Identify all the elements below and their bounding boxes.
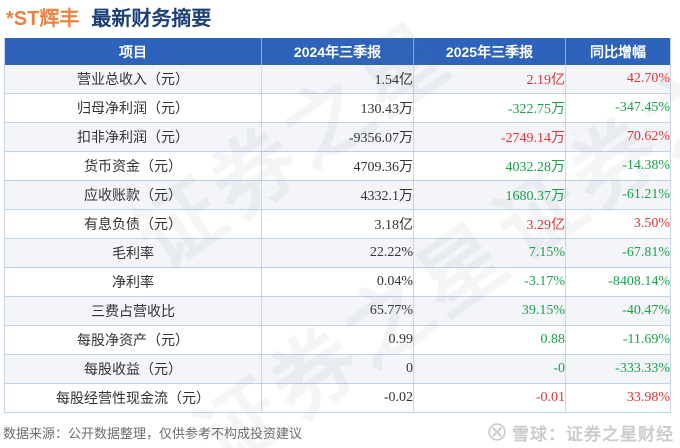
financial-table: 项目 2024年三季报 2025年三季报 同比增幅 营业总收入（元） 1.54亿… — [4, 38, 671, 413]
row-value-yoy: -67.81% — [565, 238, 671, 268]
table-body: 营业总收入（元） 1.54亿 2.19亿 42.70% 归母净利润（元） 130… — [4, 65, 671, 413]
row-value-2025: -322.75万 — [413, 93, 566, 123]
row-item-label: 营业总收入（元） — [4, 65, 262, 94]
row-value-2025: 39.15% — [413, 296, 566, 326]
row-value-2024: 4709.36万 — [261, 151, 414, 181]
row-value-yoy: 3.50% — [565, 209, 671, 239]
row-item-label: 应收账款（元） — [4, 180, 262, 210]
row-value-2024: 0.04% — [261, 267, 414, 297]
row-value-yoy: -8408.14% — [565, 267, 671, 297]
table-row: 每股净资产（元） 0.99 0.88 -11.69% — [4, 325, 671, 355]
row-value-2025: 7.15% — [413, 238, 566, 268]
title-label: 最新财务摘要 — [91, 8, 212, 30]
table-row: 扣非净利润（元） -9356.07万 -2749.14万 70.62% — [4, 122, 671, 152]
row-value-yoy: 42.70% — [565, 65, 671, 94]
row-value-yoy: -347.45% — [565, 93, 671, 123]
page-title: *ST辉丰 最新财务摘要 — [6, 6, 211, 32]
row-value-2024: 0.99 — [261, 325, 414, 355]
row-item-label: 扣非净利润（元） — [4, 122, 262, 152]
row-value-2025: 4032.28万 — [413, 151, 566, 181]
row-value-2025: 3.29亿 — [413, 209, 566, 239]
row-value-2024: 65.77% — [261, 296, 414, 326]
table-row: 归母净利润（元） 130.43万 -322.75万 -347.45% — [4, 93, 671, 123]
row-value-2024: 1.54亿 — [261, 65, 414, 94]
table-row: 三费占营收比 65.77% 39.15% -40.47% — [4, 296, 671, 326]
row-value-2025: 1680.37万 — [413, 180, 566, 210]
row-value-2024: 3.18亿 — [261, 209, 414, 239]
col-header-2024-q3: 2024年三季报 — [261, 38, 414, 65]
row-value-2025: -3.17% — [413, 267, 566, 297]
row-value-yoy: -333.33% — [565, 354, 671, 384]
xueqiu-logo-icon — [488, 423, 506, 441]
row-item-label: 有息负债（元） — [4, 209, 262, 239]
row-value-yoy: -61.21% — [565, 180, 671, 210]
row-value-yoy: 70.62% — [565, 122, 671, 152]
row-value-yoy: -14.38% — [565, 151, 671, 181]
row-value-yoy: -11.69% — [565, 325, 671, 355]
table-row: 毛利率 22.22% 7.15% -67.81% — [4, 238, 671, 268]
table-row: 每股收益（元） 0 -0 -333.33% — [4, 354, 671, 384]
row-item-label: 归母净利润（元） — [4, 93, 262, 123]
table-header-row: 项目 2024年三季报 2025年三季报 同比增幅 — [4, 38, 671, 65]
row-value-yoy: -40.47% — [565, 296, 671, 326]
table-row: 有息负债（元） 3.18亿 3.29亿 3.50% — [4, 209, 671, 239]
row-item-label: 净利率 — [4, 267, 262, 297]
row-item-label: 毛利率 — [4, 238, 262, 268]
footer: 数据来源：公开数据整理，仅供参考不构成投资建议 雪球：证券之星财经 — [3, 418, 674, 446]
brand-watermark: 雪球：证券之星财经 — [487, 420, 674, 445]
row-value-2024: 0 — [261, 354, 414, 384]
stock-name: *ST辉丰 — [6, 8, 80, 30]
row-item-label: 每股净资产（元） — [4, 325, 262, 355]
col-header-2025-q3: 2025年三季报 — [413, 38, 566, 65]
data-source-note: 数据来源：公开数据整理，仅供参考不构成投资建议 — [3, 425, 303, 441]
brand-text: 雪球：证券之星财经 — [512, 424, 674, 444]
row-value-2024: -0.02 — [261, 383, 414, 413]
row-item-label: 货币资金（元） — [4, 151, 262, 181]
row-item-label: 每股经营性现金流（元） — [4, 383, 262, 413]
table-row: 应收账款（元） 4332.1万 1680.37万 -61.21% — [4, 180, 671, 210]
row-value-2024: -9356.07万 — [261, 122, 414, 152]
row-value-2024: 22.22% — [261, 238, 414, 268]
col-header-item: 项目 — [4, 38, 262, 65]
row-value-2025: -2749.14万 — [413, 122, 566, 152]
table-row: 货币资金（元） 4709.36万 4032.28万 -14.38% — [4, 151, 671, 181]
table-row: 净利率 0.04% -3.17% -8408.14% — [4, 267, 671, 297]
row-value-yoy: 33.98% — [565, 383, 671, 413]
row-value-2025: -0 — [413, 354, 566, 384]
row-value-2025: 2.19亿 — [413, 65, 566, 94]
row-value-2025: 0.88 — [413, 325, 566, 355]
row-value-2024: 130.43万 — [261, 93, 414, 123]
row-item-label: 每股收益（元） — [4, 354, 262, 384]
row-value-2025: -0.01 — [413, 383, 566, 413]
col-header-yoy: 同比增幅 — [565, 38, 671, 65]
row-item-label: 三费占营收比 — [4, 296, 262, 326]
table-row: 营业总收入（元） 1.54亿 2.19亿 42.70% — [4, 65, 671, 94]
row-value-2024: 4332.1万 — [261, 180, 414, 210]
table-row: 每股经营性现金流（元） -0.02 -0.01 33.98% — [4, 383, 671, 413]
